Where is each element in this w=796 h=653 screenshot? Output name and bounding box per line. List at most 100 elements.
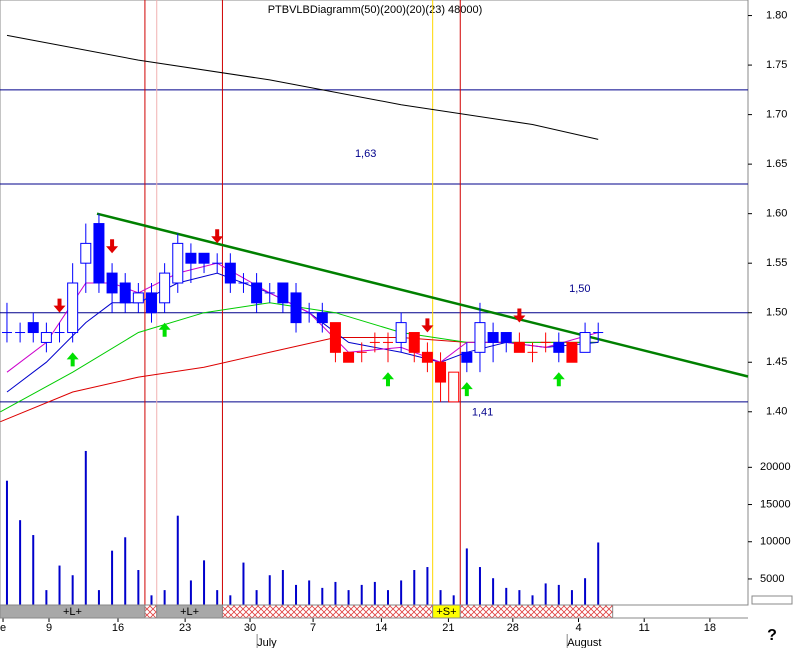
volume-bar (71, 575, 74, 605)
candle-body (198, 252, 210, 264)
volume-bar (544, 583, 547, 605)
volume-bar (505, 587, 508, 605)
volume-bar (426, 567, 429, 605)
volume-bar (465, 548, 468, 605)
volume-bar (334, 581, 337, 605)
indicator-line (6, 34, 599, 140)
level-label: 1,50 (569, 283, 590, 295)
x-tick-label: 23 (179, 622, 191, 634)
candle-body (40, 332, 52, 343)
candle-body (132, 292, 144, 304)
candle-body (224, 262, 236, 284)
volume-bar (557, 584, 560, 605)
buy-arrow (460, 382, 473, 397)
buy-arrow (381, 372, 394, 387)
volume-bar (386, 590, 389, 605)
volume-bar (216, 590, 219, 605)
candle-body (474, 322, 486, 353)
candle-body (106, 272, 118, 294)
candle-body (277, 282, 289, 304)
volume-bar (400, 580, 403, 605)
candle-body (67, 282, 79, 334)
volume-bar (478, 567, 481, 605)
candle-body (566, 341, 578, 363)
candle-body (408, 332, 420, 353)
candle-body (513, 341, 525, 353)
volume-bar (242, 562, 245, 605)
volume-bar (584, 578, 587, 605)
volume-bar (45, 590, 48, 605)
sell-arrow (53, 298, 66, 313)
volume-bar (281, 570, 284, 605)
volume-bar (308, 580, 311, 605)
candle-body (80, 242, 92, 264)
signal-band (144, 604, 158, 619)
candle-body (290, 292, 302, 324)
y-tick-label: 1.40 (766, 406, 787, 418)
sell-arrow (211, 229, 224, 244)
volume-bar (111, 550, 114, 605)
volume-bar (347, 590, 350, 605)
candle-body (329, 322, 341, 353)
x-tick-label: 9 (46, 622, 52, 634)
volume-bar (295, 584, 298, 605)
level-label: 1,63 (355, 148, 376, 160)
buy-arrow (158, 322, 171, 337)
candle-body (500, 332, 512, 343)
chart-title: PTBVLBDiagramm(50)(200)(20)(23) 48000) (268, 4, 483, 16)
x-tick-label: 21 (442, 622, 454, 634)
y-tick-label: 1.60 (766, 208, 787, 220)
candle-body (27, 322, 39, 334)
candle-body (421, 351, 433, 363)
signal-band (459, 604, 614, 619)
volume-bar (189, 580, 192, 605)
indicator-line (96, 212, 749, 378)
y-tick-label: 1.70 (766, 109, 787, 121)
band-label: +S+ (436, 606, 456, 618)
x-tick-label: 30 (244, 622, 256, 634)
buy-arrow (552, 372, 565, 387)
volume-tick-label: 20000 (760, 461, 791, 473)
x-tick-label: 14 (375, 622, 387, 634)
volume-tick-label: 10000 (760, 536, 791, 548)
candle-body (93, 223, 105, 284)
volume-bar (321, 587, 324, 605)
candle-body (553, 341, 565, 353)
volume-bar (176, 515, 179, 605)
volume-tick-label: 5000 (760, 573, 784, 585)
buy-arrow (66, 352, 79, 367)
volume-bar (268, 575, 271, 605)
signal-band (221, 604, 434, 619)
candle-body (343, 351, 355, 363)
y-tick-label: 1.45 (766, 356, 787, 368)
volume-bar (413, 570, 416, 605)
volume-bar (84, 450, 87, 605)
x-tick-label: 28 (507, 622, 519, 634)
volume-bar (531, 595, 534, 605)
volume-bar (452, 595, 455, 605)
x-tick-label: 11 (638, 622, 649, 634)
candle-body (119, 282, 131, 304)
x-tick-label: 18 (704, 622, 716, 634)
candle-body (316, 312, 328, 324)
sell-arrow (421, 318, 434, 333)
help-icon[interactable]: ? (767, 627, 777, 644)
sell-arrow (513, 308, 526, 323)
candle-body (172, 242, 184, 284)
x-tick-label: 16 (112, 622, 124, 634)
candle-body (487, 332, 499, 343)
volume-bar (597, 542, 600, 605)
volume-bar (58, 565, 61, 605)
candle-body (448, 371, 460, 403)
volume-bar (137, 570, 140, 605)
volume-bar (124, 537, 127, 605)
volume-bar (150, 595, 153, 605)
volume-bar (360, 584, 363, 605)
candle-body (185, 252, 197, 264)
y-tick-label: 1.55 (766, 257, 787, 269)
month-label: August (567, 637, 601, 648)
volume-bar (203, 560, 206, 605)
volume-bar (5, 480, 8, 605)
volume-tick-label: 15000 (760, 498, 791, 510)
